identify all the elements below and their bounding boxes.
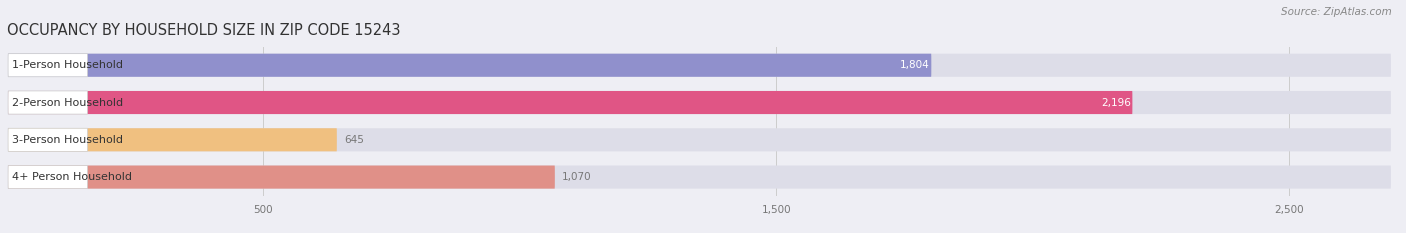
Text: 2,196: 2,196 xyxy=(1101,98,1130,107)
FancyBboxPatch shape xyxy=(8,128,337,151)
Text: 645: 645 xyxy=(344,135,364,145)
FancyBboxPatch shape xyxy=(8,54,87,77)
FancyBboxPatch shape xyxy=(8,91,1132,114)
FancyBboxPatch shape xyxy=(8,54,931,77)
FancyBboxPatch shape xyxy=(8,128,1391,151)
Text: Source: ZipAtlas.com: Source: ZipAtlas.com xyxy=(1281,7,1392,17)
FancyBboxPatch shape xyxy=(8,165,555,189)
FancyBboxPatch shape xyxy=(8,54,1391,77)
FancyBboxPatch shape xyxy=(8,128,87,151)
Text: 2-Person Household: 2-Person Household xyxy=(13,98,124,107)
Text: 1-Person Household: 1-Person Household xyxy=(13,60,124,70)
Text: 4+ Person Household: 4+ Person Household xyxy=(13,172,132,182)
Text: 1,804: 1,804 xyxy=(900,60,929,70)
Text: 1,070: 1,070 xyxy=(562,172,592,182)
FancyBboxPatch shape xyxy=(8,91,87,114)
FancyBboxPatch shape xyxy=(8,91,1391,114)
FancyBboxPatch shape xyxy=(8,165,87,189)
Text: OCCUPANCY BY HOUSEHOLD SIZE IN ZIP CODE 15243: OCCUPANCY BY HOUSEHOLD SIZE IN ZIP CODE … xyxy=(7,24,401,38)
FancyBboxPatch shape xyxy=(8,165,1391,189)
Text: 3-Person Household: 3-Person Household xyxy=(13,135,124,145)
